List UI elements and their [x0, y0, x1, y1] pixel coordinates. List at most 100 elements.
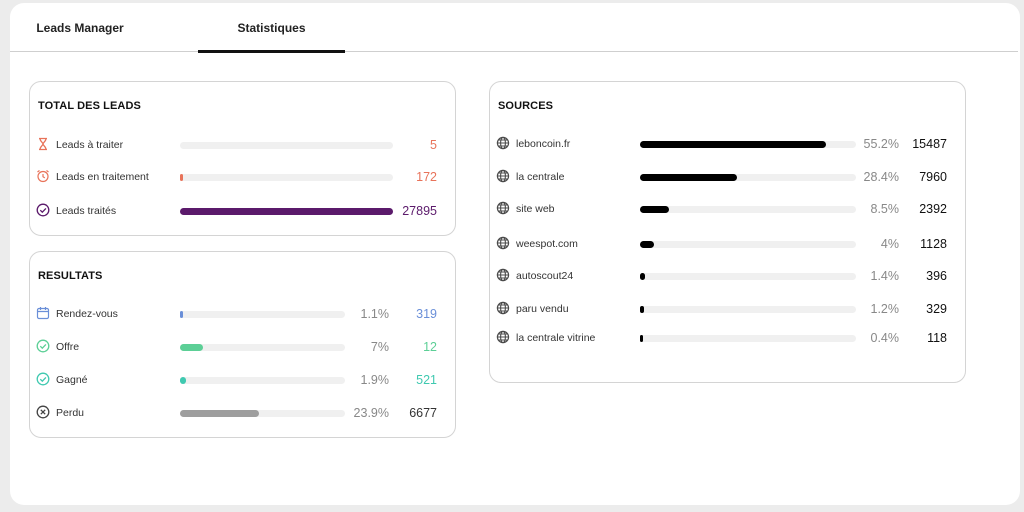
alarm-clock-icon	[37, 170, 49, 183]
resultat-label: Perdu	[56, 407, 85, 419]
leads-row-traites: Leads traités 27895	[30, 201, 455, 221]
source-row: autoscout24 1.4% 396	[490, 266, 965, 286]
source-row: site web 8.5% 2392	[490, 199, 965, 219]
source-label: leboncoin.fr	[516, 138, 571, 150]
resultat-bar-fill	[180, 311, 183, 318]
resultat-row-perdu: Perdu 23.9% 6677	[30, 403, 455, 423]
resultat-row-offre: Offre 7% 12	[30, 337, 455, 357]
resultat-percent: 1.1%	[360, 307, 390, 321]
source-percent: 1.2%	[870, 302, 900, 316]
x-circle-icon	[36, 405, 50, 419]
resultat-bar-track	[180, 311, 345, 318]
resultat-bar-track	[180, 377, 345, 384]
source-count: 329	[926, 302, 947, 316]
source-label: site web	[516, 203, 555, 215]
card-title: TOTAL DES LEADS	[38, 100, 141, 112]
source-bar-track	[640, 141, 856, 148]
resultat-percent: 23.9%	[353, 406, 389, 420]
resultat-row-gagne: Gagné 1.9% 521	[30, 370, 455, 390]
source-percent: 28.4%	[863, 170, 899, 184]
resultat-count: 6677	[409, 406, 437, 420]
source-bar-fill	[640, 306, 644, 313]
resultat-bar-fill	[180, 377, 186, 384]
tab-bar: Leads Manager Statistiques	[10, 3, 1018, 53]
resultat-count: 521	[416, 373, 437, 387]
source-bar-track	[640, 273, 856, 280]
resultat-percent: 1.9%	[360, 373, 390, 387]
source-count: 118	[927, 331, 947, 345]
resultat-percent: 7%	[370, 340, 389, 354]
source-row: paru vendu 1.2% 329	[490, 299, 965, 319]
leads-label: Leads à traiter	[56, 139, 124, 151]
tab-leads-manager[interactable]: Leads Manager	[36, 20, 124, 35]
source-count: 15487	[912, 137, 947, 151]
resultat-count: 319	[416, 307, 437, 321]
source-count: 396	[926, 269, 947, 283]
leads-bar-fill	[180, 208, 393, 215]
globe-icon	[496, 330, 510, 344]
check-circle-icon	[36, 203, 50, 217]
source-bar-track	[640, 335, 856, 342]
leads-count: 27895	[402, 204, 437, 218]
check-circle-icon	[36, 372, 50, 386]
source-bar-track	[640, 174, 856, 181]
resultat-label: Offre	[56, 341, 80, 353]
source-percent: 8.5%	[870, 202, 900, 216]
source-row: la centrale 28.4% 7960	[490, 167, 965, 187]
resultat-bar-track	[180, 410, 345, 417]
page: Leads Manager Statistiques TOTAL DES LEA…	[10, 3, 1020, 505]
source-bar-track	[640, 206, 856, 213]
globe-icon	[496, 136, 510, 150]
globe-icon	[496, 201, 510, 215]
source-count: 1128	[920, 237, 947, 251]
hourglass-icon	[39, 137, 47, 151]
source-label: la centrale vitrine	[516, 332, 596, 344]
source-percent: 55.2%	[863, 137, 899, 151]
leads-bar-track	[180, 208, 393, 215]
source-label: paru vendu	[516, 303, 569, 315]
resultats-card: RESULTATS Rendez-vous 1.1% 319 Offre 7% …	[29, 251, 456, 438]
resultat-count: 12	[423, 340, 437, 354]
source-bar-fill	[640, 174, 737, 181]
source-bar-fill	[640, 241, 654, 248]
source-label: weespot.com	[516, 238, 578, 250]
resultat-bar-fill	[180, 410, 259, 417]
source-count: 7960	[919, 170, 947, 184]
leads-label: Leads en traitement	[56, 171, 149, 183]
card-title: SOURCES	[498, 100, 554, 112]
source-bar-fill	[640, 206, 669, 213]
leads-label: Leads traités	[56, 205, 117, 217]
sources-card: SOURCES leboncoin.fr 55.2% 15487 la central…	[489, 81, 966, 383]
check-circle-icon	[36, 339, 50, 353]
source-bar-fill	[640, 335, 643, 342]
source-label: autoscout24	[516, 270, 574, 282]
resultat-row-rendez-vous: Rendez-vous 1.1% 319	[30, 304, 455, 324]
leads-count: 5	[430, 138, 437, 152]
leads-row-en-traitement: Leads en traitement 172	[30, 167, 455, 187]
resultat-label: Gagné	[56, 374, 88, 386]
resultat-label: Rendez-vous	[56, 308, 118, 320]
source-row: la centrale vitrine 0.4% 118	[490, 328, 965, 348]
source-bar-track	[640, 306, 856, 313]
leads-bar-track	[180, 142, 393, 149]
tab-statistiques[interactable]: Statistiques	[198, 3, 345, 53]
source-bar-track	[640, 241, 856, 248]
source-bar-fill	[640, 273, 645, 280]
source-percent: 1.4%	[870, 269, 900, 283]
source-label: la centrale	[516, 171, 565, 183]
leads-row-a-traiter: Leads à traiter 5	[30, 135, 455, 155]
resultat-bar-fill	[180, 344, 203, 351]
leads-bar-fill	[180, 174, 183, 181]
globe-icon	[496, 301, 510, 315]
card-title: RESULTATS	[38, 270, 103, 282]
globe-icon	[496, 236, 510, 250]
source-count: 2392	[919, 202, 947, 216]
leads-bar-track	[180, 174, 393, 181]
source-percent: 0.4%	[870, 331, 900, 345]
leads-count: 172	[416, 170, 437, 184]
globe-icon	[496, 169, 510, 183]
source-percent: 4%	[880, 237, 899, 251]
globe-icon	[496, 268, 510, 282]
source-row: weespot.com 4% 1128	[490, 234, 965, 254]
source-row: leboncoin.fr 55.2% 15487	[490, 134, 965, 154]
